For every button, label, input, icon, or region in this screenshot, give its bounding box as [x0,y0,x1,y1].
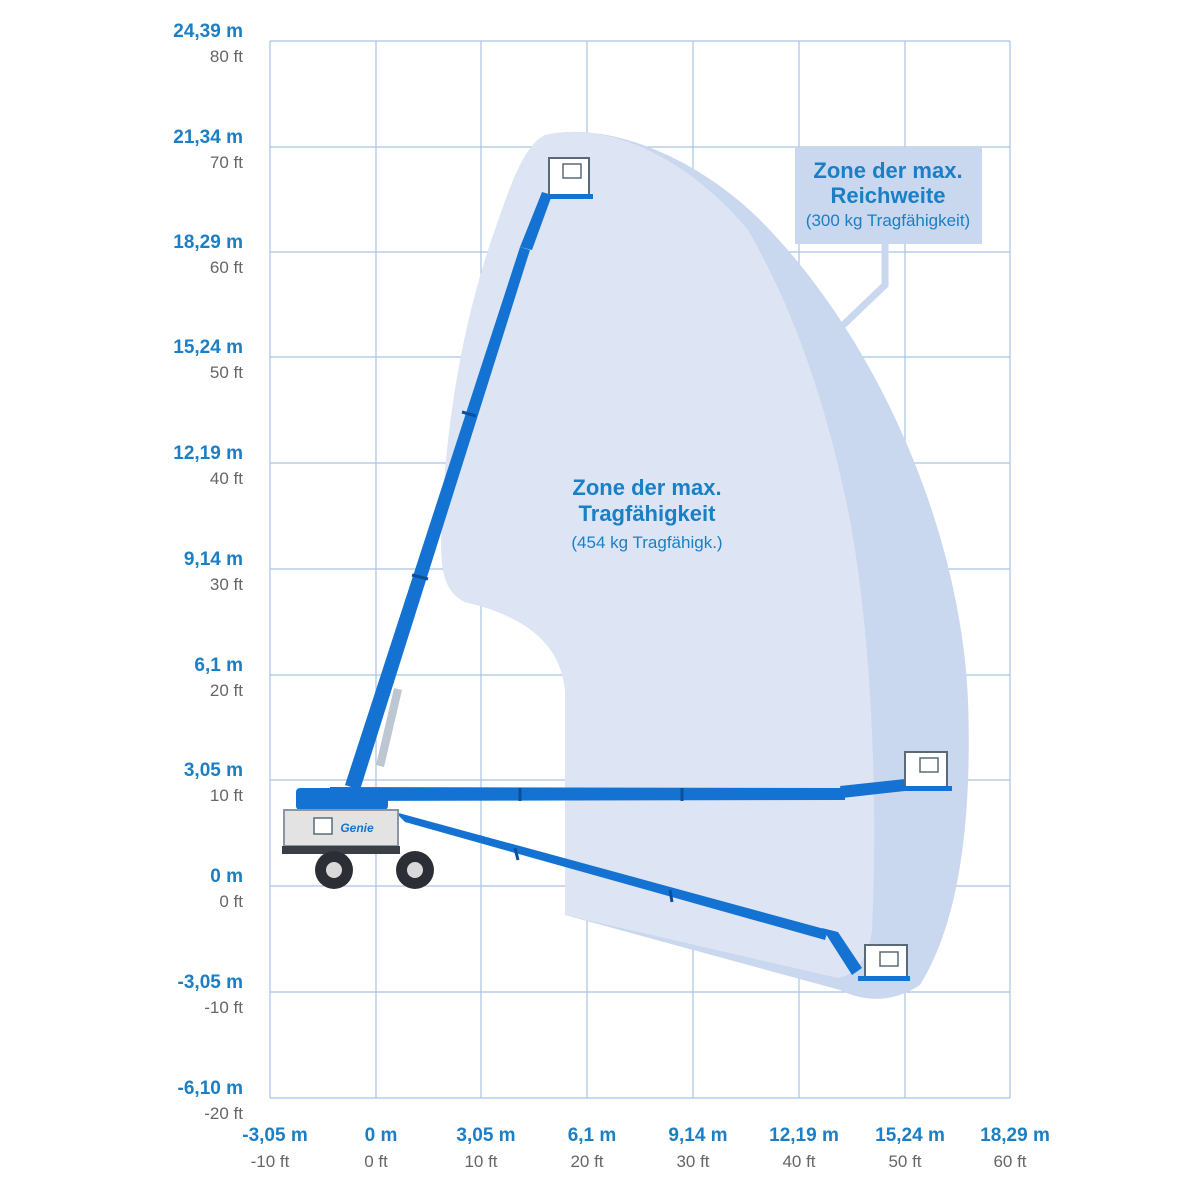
zone-reach-title-1: Zone der max. [813,158,962,183]
zone-capacity-title-2: Tragfähigkeit [579,501,717,526]
y-tick-label-ft: -10 ft [204,998,243,1017]
machine-engine-panel [313,817,333,835]
x-tick-label-m: 0 m [365,1125,398,1146]
zone-capacity-label-bg [540,458,755,568]
y-tick-label-ft: 10 ft [210,786,243,805]
zone-capacity-title-1: Zone der max. [572,475,721,500]
x-tick-label-ft: 10 ft [464,1152,497,1171]
x-tick-label-m: 18,29 m [980,1125,1050,1146]
y-tick-label-m: 24,39 m [173,21,243,42]
x-tick-label-ft: 20 ft [570,1152,603,1171]
zone-capacity-subtitle: (454 kg Tragfähigk.) [571,533,722,552]
x-tick-label-ft: 60 ft [993,1152,1026,1171]
platform-lowered [858,944,910,981]
boom-horizontal [330,751,952,801]
platform-lowered-floor [858,976,910,981]
boom-raised-arm [345,247,530,790]
platform-raised [543,157,593,199]
boom-lowered-section-joint-2 [668,889,674,903]
boom-horizontal-arm [330,787,845,801]
boom-horizontal-jib [840,779,905,798]
machine-wheel-rear [315,851,353,889]
x-tick-label-ft: 0 ft [364,1152,388,1171]
y-tick-label-ft: 20 ft [210,681,243,700]
y-tick-label-ft: 30 ft [210,575,243,594]
x-tick-label-ft: 50 ft [888,1152,921,1171]
x-tick-label-m: 12,19 m [769,1125,839,1146]
machine-brand-label: Genie [340,821,374,835]
machine-wheel-front [396,851,434,889]
y-tick-label-m: -3,05 m [178,972,243,993]
boom-raised-lift-cylinder [376,688,402,767]
y-tick-label-m: 15,24 m [173,337,243,358]
machine-base [282,846,400,854]
x-tick-label-m: 3,05 m [456,1125,515,1146]
y-tick-label-m: 0 m [210,866,243,887]
y-tick-label-ft: 0 ft [219,892,243,911]
y-tick-label-ft: 40 ft [210,469,243,488]
zone-reach-callout-line [835,243,889,333]
y-tick-label-m: 3,05 m [184,760,243,781]
boom-raised-section-joint-2 [461,410,477,418]
x-tick-label-m: 15,24 m [875,1125,945,1146]
boom-lowered-jib [822,928,862,975]
boom-raised-section-joint [411,573,429,581]
machine-chassis [283,809,399,847]
zone-reach-subtitle: (300 kg Tragfähigkeit) [806,211,970,230]
x-tick-label-m: 6,1 m [568,1125,617,1146]
y-tick-label-ft: 50 ft [210,363,243,382]
machine: Genie [282,788,434,889]
x-axis-labels: -3,05 m -10 ft 0 m 0 ft 3,05 m 10 ft 6,1 m 20 f… [242,1125,1050,1171]
boom-lowered-section-joint [513,847,520,861]
x-tick-label-m: -3,05 m [242,1125,307,1146]
boom-raised-jib [520,192,552,250]
boom-raised [345,157,593,790]
y-tick-label-ft: 80 ft [210,47,243,66]
y-tick-label-m: 18,29 m [173,232,243,253]
zone-reach-label-bg [795,147,982,244]
platform-raised-floor [543,194,593,199]
boom-lowered [395,812,910,981]
platform-raised-console [562,163,582,179]
platform-horizontal [900,751,952,791]
x-tick-label-m: 9,14 m [668,1125,727,1146]
y-tick-label-ft: -20 ft [204,1104,243,1123]
platform-horizontal-console [919,757,939,773]
y-tick-label-m: 12,19 m [173,443,243,464]
platform-horizontal-floor [900,786,952,791]
zone-reach-title-2: Reichweite [831,183,946,208]
y-tick-label-m: -6,10 m [178,1078,243,1099]
x-tick-label-ft: 40 ft [782,1152,815,1171]
platform-lowered-console [879,951,899,967]
machine-turntable [296,788,388,810]
x-tick-label-ft: 30 ft [676,1152,709,1171]
y-tick-label-m: 21,34 m [173,127,243,148]
x-tick-label-ft: -10 ft [251,1152,290,1171]
boom-lowered-arm [395,812,828,940]
y-tick-label-ft: 70 ft [210,153,243,172]
y-tick-label-m: 6,1 m [194,655,243,676]
y-tick-label-ft: 60 ft [210,258,243,277]
y-axis-labels: 24,39 m 80 ft 21,34 m 70 ft 18,29 m 60 ft 15,2… [173,21,243,1123]
y-tick-label-m: 9,14 m [184,549,243,570]
